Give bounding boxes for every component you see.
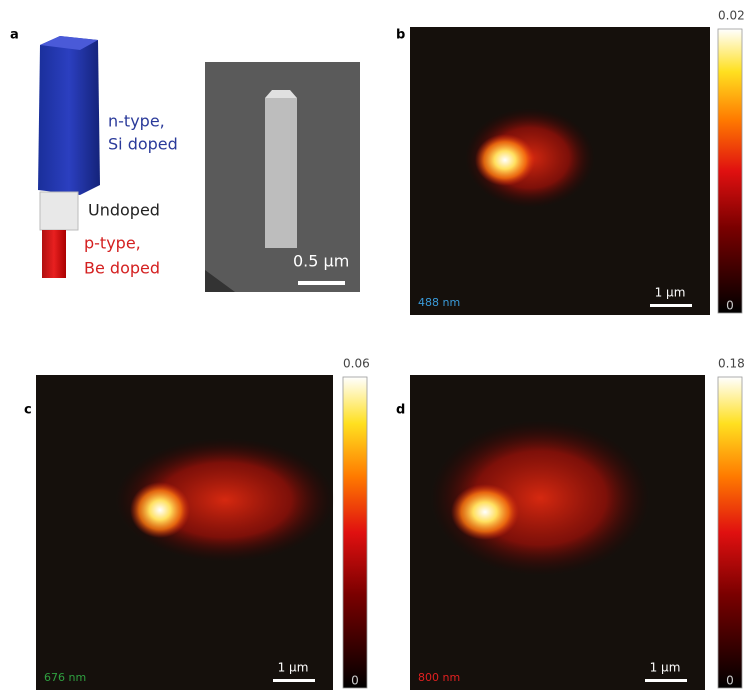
- scale-bar: [298, 281, 345, 285]
- sem-wire: [265, 98, 297, 248]
- colorbar-max: 0.06: [343, 357, 370, 371]
- scale-bar-label: 0.5 µm: [293, 252, 349, 271]
- colorbar-max: 0.02: [718, 9, 745, 23]
- colorbar: [717, 376, 743, 689]
- scale-bar-label: 1 µm: [655, 286, 686, 300]
- n-segment: [38, 36, 100, 195]
- sem-substrate: [205, 270, 235, 292]
- colorbar: [717, 28, 743, 314]
- colorbar-min: 0: [726, 299, 734, 313]
- colorbar-min: 0: [726, 674, 734, 688]
- wavelength-label: 488 nm: [418, 296, 460, 309]
- undoped-segment: [39, 191, 79, 231]
- p-segment: [42, 230, 66, 278]
- p-type-label: Be doped: [84, 259, 160, 278]
- scale-bar: [645, 679, 687, 682]
- emission-peak: [475, 134, 535, 186]
- scale-bar-label: 1 µm: [650, 661, 681, 675]
- p-type-label: p-type,: [84, 234, 141, 253]
- sem-wire-top: [265, 90, 297, 98]
- scale-bar-label: 1 µm: [278, 661, 309, 675]
- colorbar-min: 0: [351, 674, 359, 688]
- wavelength-label: 676 nm: [44, 671, 86, 684]
- n-top: [40, 36, 98, 50]
- panel-label: d: [396, 403, 405, 418]
- panel-label: b: [396, 28, 405, 43]
- colorbar-max: 0.18: [718, 357, 745, 371]
- panel-a: a n-type, Si doped Undoped p-type, Be do…: [10, 28, 360, 292]
- scale-bar: [273, 679, 315, 682]
- undoped-label: Undoped: [88, 201, 160, 220]
- emission-peak: [451, 484, 519, 540]
- n-type-label: Si doped: [108, 135, 178, 154]
- wavelength-label: 800 nm: [418, 671, 460, 684]
- colorbar: [342, 376, 368, 689]
- emission-peak: [130, 482, 190, 538]
- panel-label: a: [10, 28, 19, 43]
- panel-label: c: [24, 403, 32, 418]
- scale-bar: [650, 304, 692, 307]
- n-type-label: n-type,: [108, 112, 165, 131]
